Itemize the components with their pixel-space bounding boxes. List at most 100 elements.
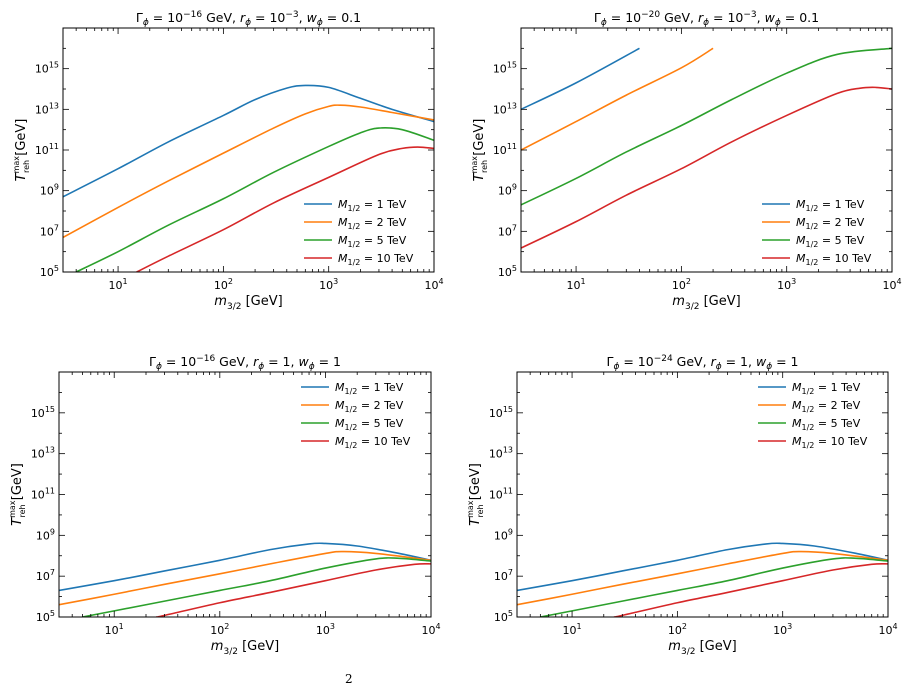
- series-line-4: [613, 562, 888, 617]
- legend-label: M1/2 = 2 TeV: [796, 216, 865, 231]
- y-tick-label: 1013: [35, 101, 59, 116]
- y-tick-label: 107: [494, 568, 513, 583]
- series-group: [63, 84, 434, 272]
- y-tick-label: 105: [494, 609, 513, 624]
- legend-label: M1/2 = 10 TeV: [792, 435, 868, 450]
- chart-panel-4: 101 102 103 104 105 107 109 1011 1013 1015 Γϕ = 10…: [466, 354, 898, 657]
- legend-label: M1/2 = 1 TeV: [796, 198, 865, 213]
- x-tick-label: 102: [668, 622, 687, 637]
- y-tick-label: 109: [36, 527, 55, 542]
- legend-label: M1/2 = 10 TeV: [796, 252, 872, 267]
- y-tick-label: 105: [36, 609, 55, 624]
- x-tick-label: 101: [105, 622, 124, 637]
- legend-label: M1/2 = 10 TeV: [338, 252, 414, 267]
- x-tick-label: 103: [773, 622, 792, 637]
- y-tick-label: 1011: [31, 487, 55, 502]
- legend: M1/2 = 1 TeV M1/2 = 2 TeV M1/2 = 5 TeV M1/2…: [301, 381, 411, 450]
- series-line-4: [136, 146, 434, 272]
- y-tick-label: 109: [498, 183, 517, 198]
- ticks: [520, 27, 893, 273]
- y-tick-label: 107: [40, 223, 59, 238]
- legend: M1/2 = 1 TeV M1/2 = 2 TeV M1/2 = 5 TeV M1/2…: [758, 381, 868, 450]
- series-line-4: [156, 562, 431, 617]
- y-tick-label: 107: [36, 568, 55, 583]
- y-axis-label: Tmaxreh [GeV]: [470, 119, 489, 182]
- legend-label: M1/2 = 5 TeV: [796, 234, 865, 249]
- x-tick-label: 102: [210, 622, 229, 637]
- y-tick-label: 1015: [31, 405, 55, 420]
- series-line-1: [521, 47, 640, 111]
- legend-label: M1/2 = 1 TeV: [335, 381, 404, 396]
- legend: M1/2 = 1 TeV M1/2 = 2 TeV M1/2 = 5 TeV M1/2…: [304, 198, 414, 267]
- x-tick-label: 104: [424, 277, 443, 292]
- y-tick-label: 1013: [493, 101, 517, 116]
- legend: M1/2 = 1 TeV M1/2 = 2 TeV M1/2 = 5 TeV M1/2…: [762, 198, 872, 267]
- chart-title: Γϕ = 10−16 GeV, rϕ = 1, wϕ = 1: [149, 354, 341, 372]
- series-line-3: [82, 557, 431, 617]
- x-tick-label: 104: [882, 277, 901, 292]
- x-axis-label: m3/2 [GeV]: [211, 639, 279, 657]
- x-tick-label: 104: [421, 622, 440, 637]
- series-line-3: [540, 557, 888, 617]
- y-axis-label: Tmaxreh [GeV]: [466, 463, 485, 526]
- legend-label: M1/2 = 2 TeV: [792, 399, 861, 414]
- y-tick-label: 105: [498, 264, 517, 279]
- series-line-3: [521, 47, 892, 206]
- chart-panel-3: 101 102 103 104 105 107 109 1011 1013 1015 Γϕ = 10…: [8, 354, 441, 657]
- ticks: [58, 371, 432, 618]
- legend-label: M1/2 = 1 TeV: [792, 381, 861, 396]
- y-tick-label: 1015: [489, 405, 513, 420]
- x-tick-label: 102: [672, 277, 691, 292]
- y-tick-label: 107: [498, 223, 517, 238]
- chart-title: Γϕ = 10−24 GeV, rϕ = 1, wϕ = 1: [606, 354, 798, 372]
- chart-panel-2: 101 102 103 104 105 107 109 1011 1013 1015 Γϕ = 10…: [470, 10, 902, 312]
- series-line-1: [517, 542, 888, 592]
- x-tick-label: 101: [563, 622, 582, 637]
- x-axis-label: m3/2 [GeV]: [668, 639, 736, 657]
- legend-label: M1/2 = 2 TeV: [338, 216, 407, 231]
- x-tick-label: 103: [319, 277, 338, 292]
- y-tick-label: 1013: [31, 446, 55, 461]
- chart-panel-1: 101 102 103 104 105 107 109 1011 1013 1015 Γϕ = 10…: [12, 10, 444, 312]
- x-tick-label: 103: [777, 277, 796, 292]
- x-axis-label: m3/2 [GeV]: [672, 294, 740, 312]
- y-tick-label: 1011: [35, 142, 59, 157]
- series-line-3: [75, 126, 434, 272]
- series-group: [521, 47, 892, 249]
- series-line-2: [59, 550, 431, 606]
- chart-title: Γϕ = 10−20 GeV, rϕ = 10−3, wϕ = 0.1: [594, 10, 819, 28]
- series-group: [59, 542, 431, 617]
- series-group: [517, 542, 888, 617]
- series-line-1: [59, 542, 431, 592]
- footnote-superscript: 2: [345, 672, 353, 686]
- legend-label: M1/2 = 2 TeV: [335, 399, 404, 414]
- series-line-4: [521, 86, 892, 249]
- legend-label: M1/2 = 1 TeV: [338, 198, 407, 213]
- y-axis-label: Tmaxreh [GeV]: [8, 463, 27, 526]
- y-tick-label: 109: [494, 527, 513, 542]
- y-tick-label: 109: [40, 183, 59, 198]
- legend-label: M1/2 = 10 TeV: [335, 435, 411, 450]
- y-tick-label: 105: [40, 264, 59, 279]
- x-tick-label: 104: [878, 622, 897, 637]
- series-line-1: [63, 84, 434, 198]
- ticks: [516, 371, 889, 618]
- legend-label: M1/2 = 5 TeV: [335, 417, 404, 432]
- legend-label: M1/2 = 5 TeV: [792, 417, 861, 432]
- x-tick-label: 102: [214, 277, 233, 292]
- y-tick-label: 1015: [35, 61, 59, 76]
- x-tick-label: 103: [316, 622, 335, 637]
- x-tick-label: 101: [109, 277, 128, 292]
- y-tick-label: 1013: [489, 446, 513, 461]
- x-axis-label: m3/2 [GeV]: [214, 294, 282, 312]
- series-line-2: [521, 47, 714, 151]
- y-axis-label: Tmaxreh [GeV]: [12, 119, 31, 182]
- legend-label: M1/2 = 5 TeV: [338, 234, 407, 249]
- ticks: [62, 27, 435, 273]
- series-line-2: [63, 104, 434, 239]
- x-tick-label: 101: [567, 277, 586, 292]
- y-tick-label: 1015: [493, 61, 517, 76]
- y-tick-label: 1011: [493, 142, 517, 157]
- y-tick-label: 1011: [489, 487, 513, 502]
